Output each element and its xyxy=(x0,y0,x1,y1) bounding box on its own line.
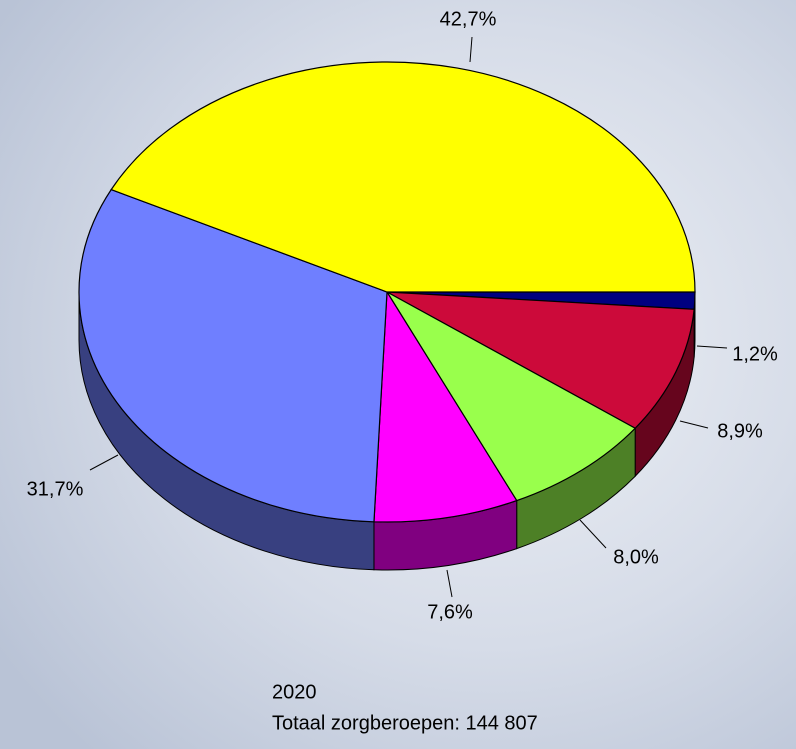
data-label: 31,7% xyxy=(27,478,84,500)
data-label: 7,6% xyxy=(427,601,473,623)
annotation: 2020 xyxy=(272,681,317,703)
data-label: 42,7% xyxy=(440,8,497,30)
chart: 1,2% 8,9% 8,0% 7,6% 31,7% 42,7% 2020 Totaal z… xyxy=(0,0,796,749)
data-label: 1,2% xyxy=(732,343,778,365)
data-label: 8,0% xyxy=(613,546,659,568)
data-label: 8,9% xyxy=(717,420,763,442)
pie-tops xyxy=(79,62,695,522)
page: 1,2% 8,9% 8,0% 7,6% 31,7% 42,7% 2020 Totaal z… xyxy=(0,0,796,749)
annotation: Totaal zorgberoepen: 144 807 xyxy=(272,712,538,734)
